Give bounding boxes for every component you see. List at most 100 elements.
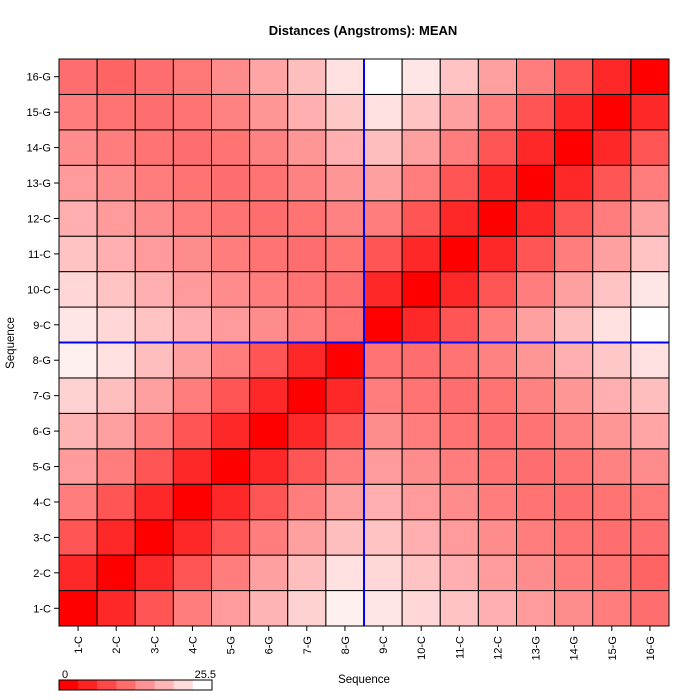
heatmap-cell [134,271,174,308]
y-tick-label: 7-G [33,391,51,403]
legend-max-label: 25.5 [195,669,216,681]
heatmap-cell [325,271,365,308]
legend-swatch [78,680,98,690]
heatmap-cell [325,93,365,131]
y-tick-label: 1-C [33,603,51,615]
heatmap-cell [401,519,441,556]
plot-border [58,58,670,627]
heatmap-cell [96,271,136,308]
x-tick-label: 11-C [454,636,466,659]
heatmap-cell [58,58,98,95]
heatmap-cell [363,448,403,485]
heatmap-cell [96,377,136,414]
heatmap-cell [630,590,670,627]
heatmap-cell [96,590,136,627]
heatmap-cell [172,271,212,308]
heatmap-cell [134,377,174,414]
heatmap-cell [363,200,403,237]
heatmap-cell [477,129,517,166]
heatmap-cell [249,271,289,308]
heatmap-cell [96,200,136,237]
heatmap-cell [477,342,517,379]
heatmap-cell [401,129,441,166]
heatmap-cell [172,483,212,521]
heatmap-cell [477,554,517,592]
heatmap-cell [401,200,441,237]
y-tick-label: 5-G [33,462,51,474]
heatmap-cell [592,200,632,237]
heatmap-cell [325,342,365,379]
heatmap-cell [134,412,174,450]
heatmap-cell [439,93,479,131]
heatmap-cell [287,129,327,166]
heatmap-cell [211,483,251,521]
heatmap-cell [249,164,289,202]
heatmap-cell [325,200,365,237]
heatmap-cell [592,58,632,95]
heatmap-cell [325,412,365,450]
heatmap-cell [134,448,174,485]
heatmap-cell [477,306,517,343]
heatmap-cell [58,129,98,166]
heatmap-cell [592,342,632,379]
heatmap-cell [477,483,517,521]
heatmap-cell [211,93,251,131]
heatmap-cell [363,590,403,627]
heatmap-cell [401,164,441,202]
heatmap-cell [516,271,556,308]
heatmap-cell [439,412,479,450]
heatmap-cell [134,483,174,521]
heatmap-cell [287,93,327,131]
heatmap-cell [287,590,327,627]
heatmap-cell [58,271,98,308]
heatmap-cell [249,342,289,379]
heatmap-cell [287,235,327,273]
heatmap-cell [516,412,556,450]
heatmap-cell [172,129,212,166]
heatmap-cell [630,342,670,379]
x-tick-label: 12-C [492,636,504,660]
heatmap-cell [287,200,327,237]
heatmap-cell [477,519,517,556]
legend-min-label: 0 [62,669,68,681]
y-tick-label: 16-G [27,72,51,84]
heatmap-cell [439,306,479,343]
heatmap-cell [363,377,403,414]
heatmap-cell [134,200,174,237]
heatmap-cell [172,93,212,131]
heatmap-cell [516,377,556,414]
heatmap-cell [172,58,212,95]
heatmap-cell [516,483,556,521]
quadrant-dividers [59,59,669,626]
heatmap-cell [516,590,556,627]
heatmap-cell [516,200,556,237]
heatmap-cell [249,377,289,414]
heatmap-cell [401,377,441,414]
heatmap-cell [134,306,174,343]
heatmap-cell [439,448,479,485]
heatmap-cell [172,164,212,202]
y-axis-ticks: 1-C 2-C 3-C 4-C 5-G 6-G 7-G 8-G 9-C 10-C 11-C 12-C 1… [27,72,59,615]
y-tick-label: 12-C [27,213,51,225]
y-tick-label: 13-G [27,178,51,190]
heatmap-cell [592,554,632,592]
heatmap-cell [58,164,98,202]
heatmap-cell [249,58,289,95]
heatmap-cell [401,483,441,521]
heatmap-cell [477,235,517,273]
heatmap-cell [630,271,670,308]
heatmap-cell [630,93,670,131]
heatmap-cell [96,235,136,273]
heatmap-cell [287,58,327,95]
heatmap-cell [249,306,289,343]
heatmap-cell [249,448,289,485]
heatmap-cell [363,164,403,202]
heatmap-cell [554,554,594,592]
x-tick-label: 15-G [607,636,619,660]
heatmap-cell [287,519,327,556]
heatmap-cell [249,93,289,131]
heatmap-cell [211,448,251,485]
heatmap-cell [477,58,517,95]
heatmap-cell [554,412,594,450]
heatmap-cell [554,306,594,343]
